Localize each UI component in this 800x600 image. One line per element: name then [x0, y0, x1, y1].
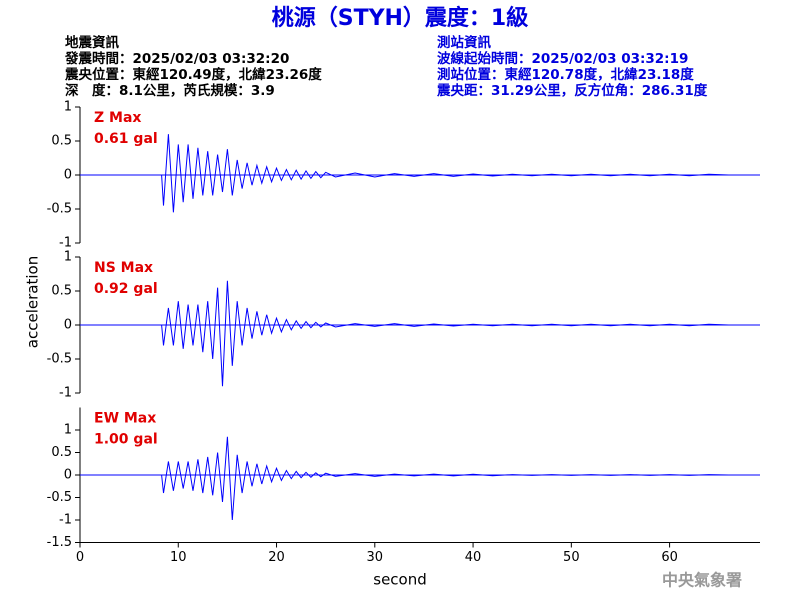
waveform — [161, 436, 729, 521]
annotation: EW Max — [94, 411, 156, 427]
info-line: 震央位置：東經120.49度，北緯23.26度 — [64, 66, 322, 83]
info-line: 地震資訊 — [65, 34, 119, 51]
y-tick-label: 0.5 — [51, 445, 72, 460]
x-axis-label: second — [373, 571, 427, 589]
x-tick-label: 30 — [367, 550, 384, 565]
annotation: Z Max — [94, 110, 141, 126]
waveform — [161, 280, 729, 387]
y-axis-label: acceleration — [24, 256, 42, 348]
x-tick-label: 40 — [465, 550, 482, 565]
waveform — [161, 134, 729, 213]
info-line: 測站位置：東經120.78度，北緯23.18度 — [437, 66, 694, 83]
x-tick-label: 20 — [268, 550, 285, 565]
info-line: 測站資訊 — [437, 34, 491, 51]
y-tick-label: 0 — [64, 168, 72, 183]
info-line: 深 度：8.1公里，芮氏規模：3.9 — [65, 82, 275, 99]
annotation: 1.00 gal — [94, 432, 158, 448]
x-tick-label: 60 — [661, 550, 678, 565]
y-tick-label: 0 — [64, 318, 72, 333]
y-tick-label: 0.5 — [51, 134, 72, 149]
annotation: 0.61 gal — [94, 131, 158, 147]
y-tick-label: -0.5 — [47, 202, 72, 217]
annotation: 0.92 gal — [94, 281, 158, 297]
footer: 中央氣象署 — [662, 571, 742, 590]
y-tick-label: -1 — [59, 386, 72, 401]
x-tick-label: 50 — [563, 550, 580, 565]
x-tick-label: 10 — [170, 550, 187, 565]
y-tick-label: 1 — [64, 423, 72, 438]
y-tick-label: -0.5 — [47, 352, 72, 367]
y-tick-label: 0 — [64, 468, 72, 483]
annotation: NS Max — [94, 260, 153, 276]
info-line: 震央距：31.29公里，反方位角：286.31度 — [436, 82, 708, 99]
y-tick-label: -1.5 — [47, 535, 72, 550]
y-tick-label: -1 — [59, 513, 72, 528]
y-tick-label: 0.5 — [51, 284, 72, 299]
y-tick-label: -0.5 — [47, 490, 72, 505]
x-tick-label: 0 — [76, 550, 84, 565]
y-tick-label: 1 — [64, 100, 72, 115]
chart-title: 桃源（STYH）震度：1級 — [272, 5, 529, 31]
y-tick-label: 1 — [64, 250, 72, 265]
y-tick-label: -1 — [59, 236, 72, 251]
info-line: 發震時間：2025/02/03 03:32:20 — [64, 50, 289, 67]
info-line: 波線起始時間：2025/02/03 03:32:19 — [437, 50, 688, 67]
